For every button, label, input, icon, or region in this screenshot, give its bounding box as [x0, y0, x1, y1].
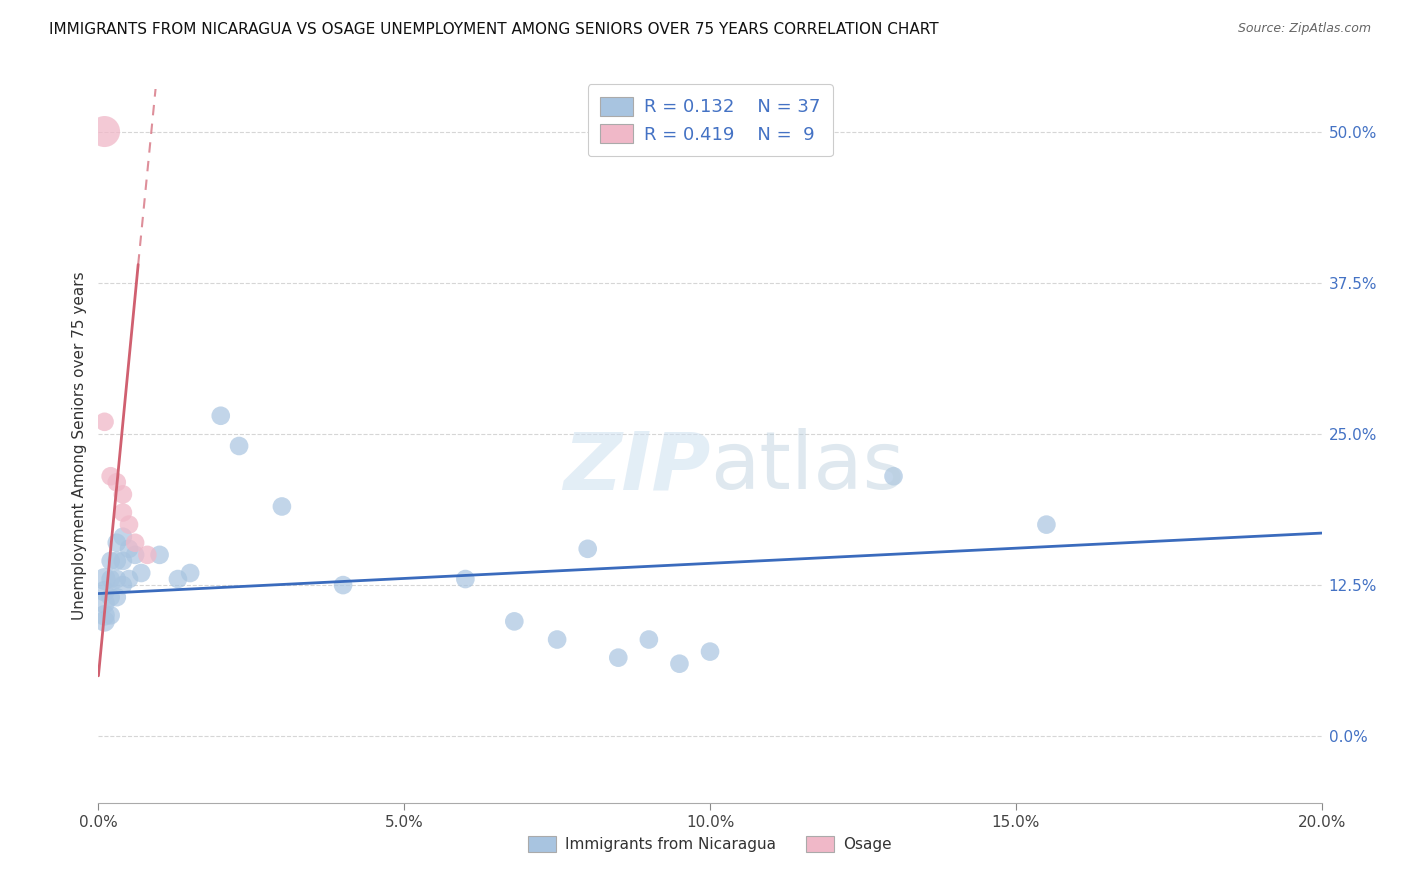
Point — [93, 124, 115, 138]
Point — [136, 548, 159, 562]
Point — [105, 572, 128, 586]
Point — [124, 535, 146, 549]
Point — [546, 632, 568, 647]
Point — [129, 566, 152, 580]
Point — [93, 584, 115, 599]
Point — [111, 578, 134, 592]
Point — [93, 596, 115, 610]
Y-axis label: Unemployment Among Seniors over 75 years: Unemployment Among Seniors over 75 years — [72, 272, 87, 620]
Point — [454, 572, 477, 586]
Point — [100, 608, 122, 623]
Text: ZIP: ZIP — [562, 428, 710, 507]
Point — [93, 615, 115, 629]
Point — [883, 469, 905, 483]
Point — [118, 541, 141, 556]
Point — [332, 578, 354, 592]
Text: IMMIGRANTS FROM NICARAGUA VS OSAGE UNEMPLOYMENT AMONG SENIORS OVER 75 YEARS CORR: IMMIGRANTS FROM NICARAGUA VS OSAGE UNEMP… — [49, 22, 939, 37]
Point — [111, 554, 134, 568]
Point — [179, 566, 201, 580]
Point — [100, 572, 122, 586]
Point — [93, 608, 115, 623]
Point — [209, 409, 232, 423]
Point — [1035, 517, 1057, 532]
Point — [699, 645, 721, 659]
Point — [607, 650, 630, 665]
Point — [228, 439, 250, 453]
Point — [93, 572, 115, 586]
Text: atlas: atlas — [710, 428, 904, 507]
Point — [111, 487, 134, 501]
Point — [105, 535, 128, 549]
Point — [111, 530, 134, 544]
Point — [100, 469, 122, 483]
Point — [124, 548, 146, 562]
Point — [637, 632, 661, 647]
Point — [105, 475, 128, 490]
Point — [105, 554, 128, 568]
Point — [576, 541, 599, 556]
Point — [105, 590, 128, 604]
Point — [503, 615, 526, 629]
Legend: Immigrants from Nicaragua, Osage: Immigrants from Nicaragua, Osage — [517, 825, 903, 863]
Point — [118, 517, 141, 532]
Point — [93, 415, 115, 429]
Point — [668, 657, 690, 671]
Text: Source: ZipAtlas.com: Source: ZipAtlas.com — [1237, 22, 1371, 36]
Point — [118, 572, 141, 586]
Point — [100, 590, 122, 604]
Point — [100, 554, 122, 568]
Point — [167, 572, 190, 586]
Point — [111, 506, 134, 520]
Point — [270, 500, 292, 514]
Point — [149, 548, 172, 562]
